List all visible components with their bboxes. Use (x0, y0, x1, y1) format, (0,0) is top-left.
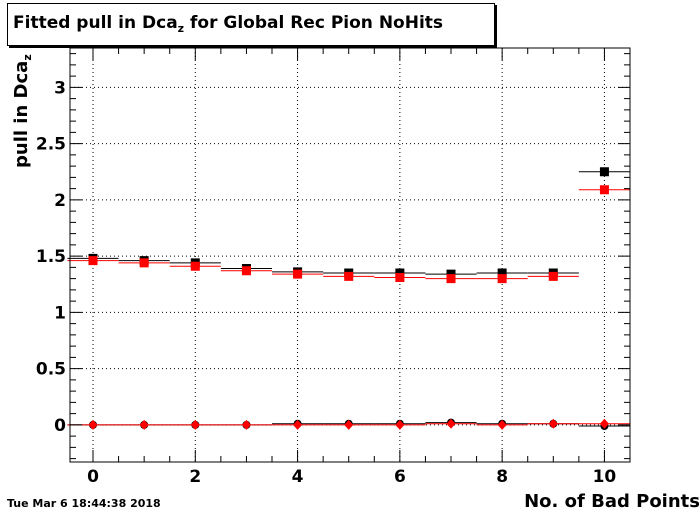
data-point (241, 266, 251, 276)
data-point (190, 419, 200, 430)
axis-tick-labels: 0 2 4 6 8 10 0 0.5 1 1.5 2 2.5 3 (36, 78, 617, 487)
data-point (548, 418, 558, 429)
data-point (293, 419, 303, 430)
data-point (599, 185, 609, 195)
x-tick-label: 0 (87, 467, 99, 487)
series-3 (67, 418, 630, 430)
y-tick-label: 1.5 (36, 247, 66, 267)
y-axis-label-subscript: z (21, 54, 34, 61)
timestamp: Tue Mar 6 18:44:38 2018 (7, 497, 161, 510)
title-box: Fitted pull in Dcaz for Global Rec Pion … (7, 3, 495, 46)
x-axis-label: No. of Bad Points (524, 491, 700, 512)
title-main: Fitted pull in Dca (13, 13, 178, 33)
data-point (139, 419, 149, 430)
y-tick-label: 2.5 (36, 135, 66, 155)
x-tick-label: 8 (496, 467, 508, 487)
y-tick-label: 1 (54, 303, 66, 323)
data-point (548, 271, 558, 281)
data-point (497, 268, 507, 278)
data-point (395, 273, 405, 282)
data-point (446, 418, 456, 429)
axis-ticks (70, 48, 631, 462)
x-tick-label: 4 (292, 467, 304, 487)
data-point (599, 418, 609, 429)
data-point (344, 271, 354, 281)
y-tick-label: 0.5 (36, 360, 66, 380)
series-1 (67, 185, 630, 284)
data-point (497, 419, 507, 430)
series-0 (67, 167, 630, 279)
y-axis-label-main: pull in Dca (11, 60, 32, 168)
data-point (241, 419, 251, 430)
chart-title: Fitted pull in Dcaz for Global Rec Pion … (13, 13, 444, 35)
y-tick-label: 0 (54, 416, 66, 436)
title-rest: for Global Rec Pion NoHits (184, 13, 444, 33)
data-point (190, 261, 200, 271)
data-point (293, 269, 303, 279)
grid-lines (70, 48, 630, 462)
plot-frame (69, 47, 631, 463)
data-point (88, 419, 98, 430)
data-point (88, 256, 98, 266)
x-tick-label: 6 (394, 467, 406, 487)
data-point (446, 274, 456, 284)
data-point (497, 274, 507, 284)
title-subscript: z (177, 22, 185, 35)
y-tick-label: 2 (54, 191, 66, 211)
y-axis-label: pull in Dcaz (11, 54, 34, 168)
data-point (344, 419, 354, 430)
y-tick-label: 3 (54, 78, 66, 98)
data-point (395, 419, 405, 430)
data-point (599, 167, 609, 177)
data-point (139, 258, 149, 268)
x-tick-label: 2 (189, 467, 201, 487)
data-series (67, 167, 630, 430)
x-tick-label: 10 (593, 467, 617, 487)
